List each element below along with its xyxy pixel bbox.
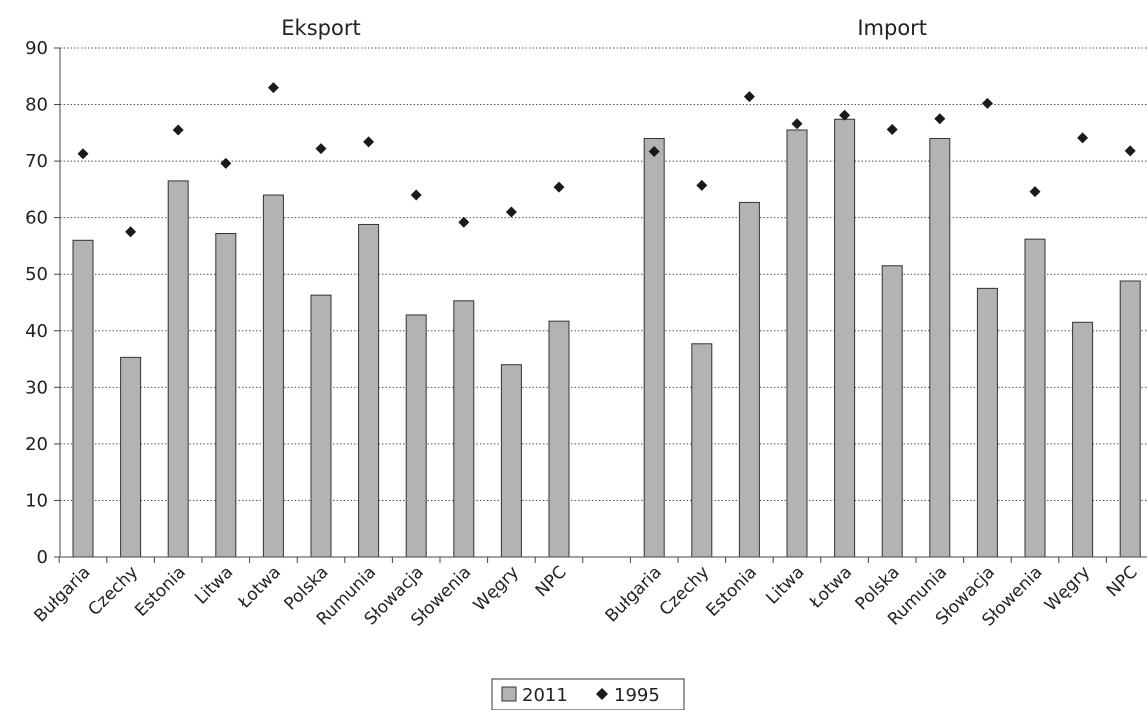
y-tick-label: 30 <box>25 377 48 398</box>
marker-1995 <box>743 91 755 103</box>
marker-1995 <box>125 226 137 238</box>
bar-2011 <box>72 239 94 558</box>
y-tick-label: 40 <box>25 321 48 342</box>
bar-2011 <box>1119 280 1141 558</box>
x-tick-label: Litwa <box>762 562 808 608</box>
legend-box <box>491 678 685 710</box>
x-tick-label: Czechy <box>656 562 714 620</box>
grid-lines <box>60 47 1147 501</box>
legend-label-2011: 2011 <box>522 685 568 706</box>
y-tick-label: 20 <box>25 434 48 455</box>
legend-label-1995: 1995 <box>614 685 660 706</box>
marker-1995 <box>981 97 993 109</box>
bar-2011 <box>405 314 427 558</box>
y-tick-label: 90 <box>25 38 48 59</box>
markers-1995 <box>77 82 1136 238</box>
axes <box>54 47 1147 563</box>
bar-2011 <box>691 343 713 558</box>
marker-1995 <box>458 216 470 228</box>
y-tick-label: 70 <box>25 151 48 172</box>
panel-titles: Eksport Import <box>281 16 927 40</box>
x-tick-label: Estonia <box>131 562 189 620</box>
x-tick-label: Czechy <box>85 562 143 620</box>
marker-1995 <box>267 82 279 94</box>
y-tick-label: 0 <box>37 547 48 568</box>
bar-2011 <box>500 364 522 558</box>
axis-labels: 0102030405060708090BułgariaCzechyEstonia… <box>25 38 1142 630</box>
y-tick-label: 50 <box>25 264 48 285</box>
bar-2011 <box>643 137 665 558</box>
x-tick-label: Estonia <box>703 562 761 620</box>
x-tick-label: NPC <box>532 562 571 601</box>
bar-2011 <box>929 137 951 558</box>
x-tick-label: Litwa <box>191 562 237 608</box>
panel-title: Eksport <box>281 16 360 40</box>
x-tick-label: Węgry <box>470 562 523 615</box>
legend-swatch-1995 <box>596 688 608 700</box>
bar-2011 <box>215 233 237 558</box>
bar-2011 <box>786 129 808 558</box>
bar-2011 <box>548 320 570 558</box>
y-tick-label: 60 <box>25 208 48 229</box>
y-tick-label: 80 <box>25 95 48 116</box>
bars-2011 <box>72 118 1141 558</box>
x-tick-label: Bułgaria <box>30 562 94 626</box>
marker-1995 <box>1124 145 1136 157</box>
bar-2011 <box>976 287 998 558</box>
legend: 2011 1995 <box>491 678 685 710</box>
marker-1995 <box>696 179 708 191</box>
bar-2011 <box>120 356 142 558</box>
marker-1995 <box>315 143 327 155</box>
marker-1995 <box>839 109 851 121</box>
bar-2011 <box>358 223 380 558</box>
bar-2011 <box>262 194 284 558</box>
bar-2011 <box>310 294 332 558</box>
marker-1995 <box>410 189 422 201</box>
marker-1995 <box>1077 132 1089 144</box>
bar-2011 <box>167 180 189 558</box>
marker-1995 <box>1029 186 1041 198</box>
x-tick-label: Łotwa <box>234 562 285 613</box>
panel-title: Import <box>857 16 927 40</box>
marker-1995 <box>172 124 184 136</box>
marker-1995 <box>553 181 565 193</box>
bar-2011 <box>881 265 903 558</box>
marker-1995 <box>363 136 375 148</box>
x-tick-label: Bułgaria <box>602 562 666 626</box>
x-tick-label: Węgry <box>1041 562 1094 615</box>
y-tick-label: 10 <box>25 490 48 511</box>
marker-1995 <box>505 206 517 218</box>
marker-1995 <box>648 145 660 157</box>
bar-2011 <box>453 300 475 558</box>
bar-2011 <box>1072 321 1094 558</box>
marker-1995 <box>220 157 232 169</box>
bar-2011 <box>834 118 856 558</box>
x-tick-label: Łotwa <box>805 562 856 613</box>
marker-1995 <box>791 118 803 130</box>
marker-1995 <box>77 148 89 160</box>
marker-1995 <box>934 113 946 125</box>
x-tick-label: NPC <box>1103 562 1142 601</box>
bar-2011 <box>738 201 760 558</box>
marker-1995 <box>886 123 898 135</box>
bar-2011 <box>1024 238 1046 558</box>
legend-swatch-2011 <box>501 686 517 702</box>
